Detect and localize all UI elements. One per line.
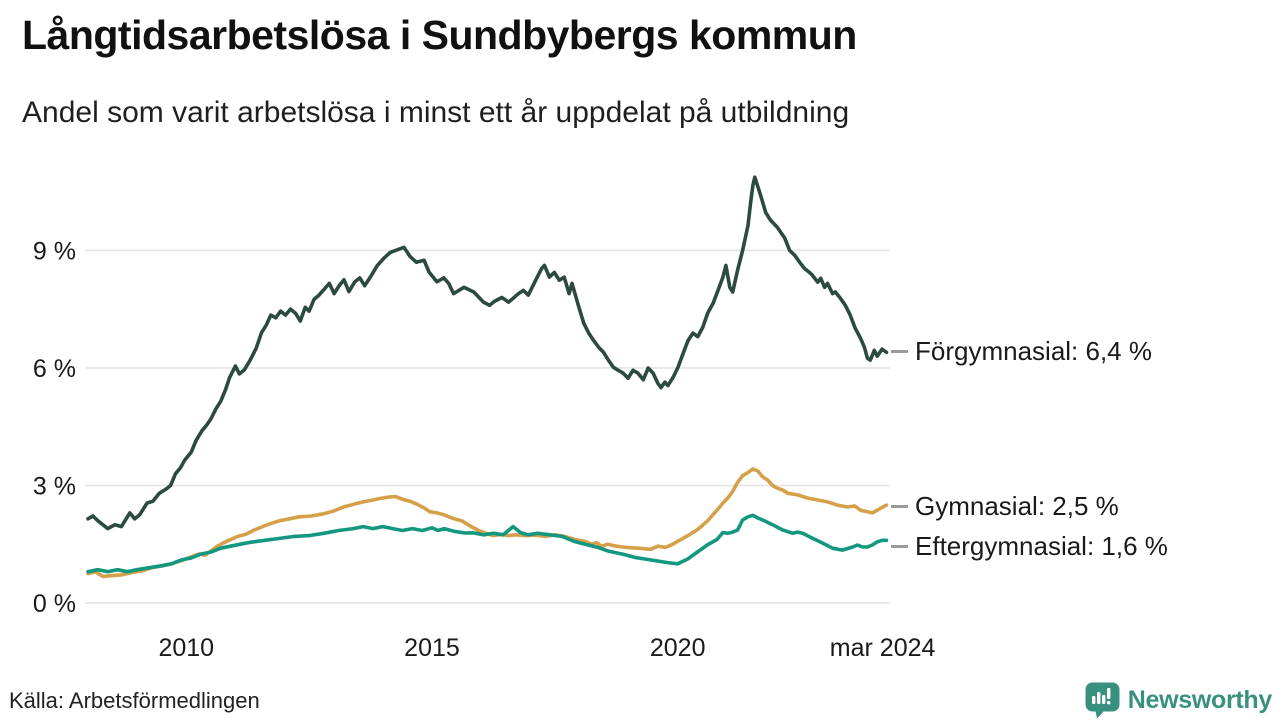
x-tick-label: mar 2024 (830, 634, 936, 662)
series-end-label-eftergymnasial: Eftergymnasial: 1,6 % (891, 531, 1168, 562)
line-gymnasial (86, 467, 889, 579)
source-credit: Källa: Arbetsförmedlingen (9, 688, 260, 713)
label-connector-dash (891, 350, 908, 353)
series-label-text: Gymnasial: 2,5 % (915, 491, 1119, 521)
label-connector-dash (891, 545, 908, 548)
series-label-text: Eftergymnasial: 1,6 % (915, 531, 1168, 561)
brand-wordmark: Newsworthy (1127, 686, 1273, 714)
y-tick-label: 3 % (33, 472, 76, 500)
label-connector-dash (891, 505, 908, 508)
y-tick-label: 6 % (33, 355, 76, 383)
series-label-text: Förgymnasial: 6,4 % (915, 336, 1152, 366)
x-tick-label: 2020 (650, 634, 706, 662)
series-end-label-forgymnasial: Förgymnasial: 6,4 % (891, 336, 1152, 367)
brand-logo: Newsworthy (1085, 682, 1272, 719)
line-förgymnasial (86, 175, 889, 531)
page-subtitle: Andel som varit arbetslösa i minst ett å… (22, 96, 850, 129)
x-tick-label: 2015 (404, 634, 460, 662)
newsworthy-speech-bubble-bar-chart-icon (1085, 682, 1120, 719)
series-end-label-gymnasial: Gymnasial: 2,5 % (891, 491, 1119, 522)
page-title: Långtidsarbetslösa i Sundbybergs kommun (22, 12, 857, 58)
line-eftergymnasial (86, 513, 889, 574)
x-tick-label: 2010 (158, 634, 214, 662)
y-tick-label: 0 % (33, 590, 76, 618)
y-tick-label: 9 % (33, 237, 76, 265)
